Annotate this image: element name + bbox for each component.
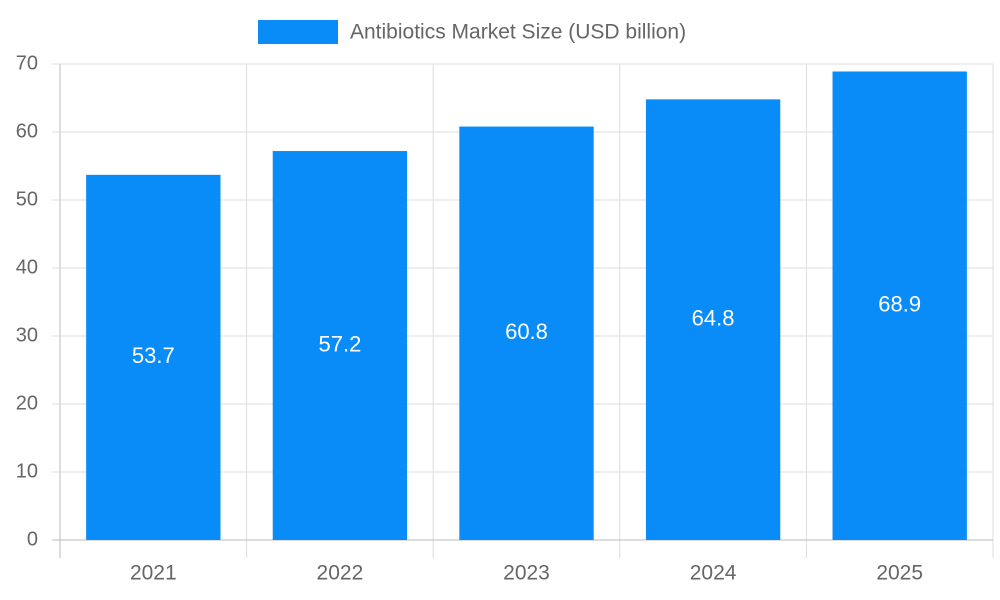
y-tick-label: 30 bbox=[16, 324, 38, 346]
y-tick-label: 70 bbox=[16, 52, 38, 74]
x-tick-label: 2023 bbox=[503, 562, 550, 585]
bar bbox=[272, 151, 408, 541]
legend-swatch bbox=[258, 20, 338, 44]
data-label: 68.9 bbox=[878, 292, 921, 317]
y-tick-label: 60 bbox=[16, 120, 38, 142]
data-label: 60.8 bbox=[505, 319, 548, 344]
data-label: 57.2 bbox=[318, 331, 361, 356]
data-label: 53.7 bbox=[132, 343, 175, 368]
y-tick-label: 40 bbox=[16, 256, 38, 278]
bar bbox=[832, 71, 967, 540]
y-tick-label: 10 bbox=[16, 460, 38, 482]
bar bbox=[86, 174, 221, 540]
y-tick-label: 50 bbox=[16, 188, 38, 210]
y-tick-label: 0 bbox=[27, 528, 38, 550]
x-tick-label: 2022 bbox=[317, 562, 364, 585]
x-tick-label: 2021 bbox=[130, 562, 177, 585]
x-tick-label: 2025 bbox=[876, 562, 923, 585]
y-tick-label: 20 bbox=[16, 392, 38, 414]
bar bbox=[645, 99, 781, 541]
data-label: 64.8 bbox=[692, 305, 735, 330]
bar bbox=[459, 126, 594, 540]
legend-label: Antibiotics Market Size (USD billion) bbox=[350, 21, 686, 44]
x-tick-label: 2024 bbox=[690, 562, 737, 585]
